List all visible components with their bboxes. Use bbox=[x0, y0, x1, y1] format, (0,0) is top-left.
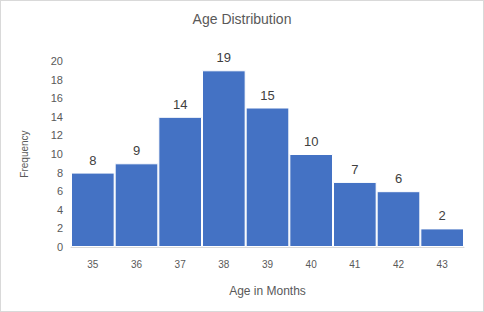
svg-text:Age Distribution: Age Distribution bbox=[193, 11, 292, 27]
svg-text:14: 14 bbox=[173, 97, 187, 112]
svg-text:Frequency: Frequency bbox=[19, 130, 30, 177]
svg-text:16: 16 bbox=[51, 92, 63, 104]
svg-text:4: 4 bbox=[57, 204, 63, 216]
svg-text:6: 6 bbox=[57, 185, 63, 197]
svg-text:42: 42 bbox=[393, 259, 405, 270]
svg-text:43: 43 bbox=[437, 259, 449, 270]
svg-text:36: 36 bbox=[131, 259, 143, 270]
svg-text:6: 6 bbox=[395, 171, 402, 186]
svg-text:20: 20 bbox=[51, 55, 63, 67]
svg-text:39: 39 bbox=[262, 259, 274, 270]
svg-text:37: 37 bbox=[175, 259, 187, 270]
svg-text:Age in Months: Age in Months bbox=[229, 284, 306, 298]
svg-text:7: 7 bbox=[351, 162, 358, 177]
svg-text:38: 38 bbox=[218, 259, 230, 270]
svg-text:41: 41 bbox=[349, 259, 361, 270]
svg-text:40: 40 bbox=[306, 259, 318, 270]
svg-text:14: 14 bbox=[51, 111, 63, 123]
svg-text:8: 8 bbox=[89, 153, 96, 168]
svg-text:2: 2 bbox=[439, 208, 446, 223]
svg-text:35: 35 bbox=[87, 259, 99, 270]
svg-text:12: 12 bbox=[51, 129, 63, 141]
svg-text:10: 10 bbox=[304, 134, 318, 149]
svg-text:9: 9 bbox=[133, 143, 140, 158]
svg-text:19: 19 bbox=[217, 50, 231, 65]
svg-text:8: 8 bbox=[57, 167, 63, 179]
svg-text:10: 10 bbox=[51, 148, 63, 160]
svg-text:15: 15 bbox=[260, 88, 274, 103]
svg-text:0: 0 bbox=[57, 241, 63, 253]
svg-text:2: 2 bbox=[57, 222, 63, 234]
svg-text:18: 18 bbox=[51, 74, 63, 86]
